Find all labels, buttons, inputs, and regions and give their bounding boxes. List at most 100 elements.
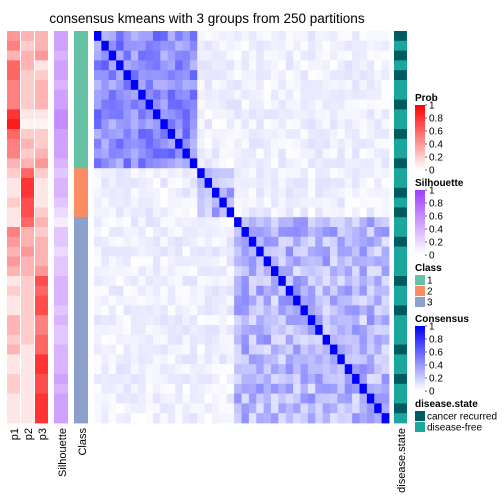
consensus-cell <box>271 178 279 189</box>
p3-cell <box>35 305 48 316</box>
class-legend-label: 3 <box>427 298 433 309</box>
consensus-cell <box>278 276 287 287</box>
consensus-cell <box>322 178 331 189</box>
consensus-cell <box>381 285 390 296</box>
consensus-cell <box>307 109 316 120</box>
consensus-cell <box>175 178 183 189</box>
consensus-cell <box>167 305 176 316</box>
consensus-cell <box>167 295 176 306</box>
consensus-cell <box>344 31 353 42</box>
consensus-cell <box>315 89 324 100</box>
disease-state-cell <box>394 119 407 130</box>
consensus-cell <box>212 187 220 198</box>
p3-cell <box>35 70 48 81</box>
consensus-cell <box>197 276 206 287</box>
consensus-cell <box>330 227 338 238</box>
consensus-cell <box>145 50 154 61</box>
disease-state-legend-label: disease-free <box>427 423 482 434</box>
silhouette-cell <box>54 305 68 316</box>
consensus-cell <box>219 344 228 355</box>
consensus-cell <box>145 256 154 267</box>
consensus-cell <box>197 217 206 228</box>
consensus-cell <box>307 354 316 365</box>
consensus-cell <box>108 217 117 228</box>
consensus-cell <box>330 334 338 345</box>
consensus-cell <box>300 403 309 414</box>
consensus-cell <box>248 285 257 296</box>
p1-cell <box>7 354 20 365</box>
consensus-cell <box>307 80 316 91</box>
consensus-cell <box>167 413 176 424</box>
consensus-cell <box>300 393 309 404</box>
consensus-cell <box>212 354 220 365</box>
class-cell <box>74 354 88 365</box>
consensus-cell <box>381 197 390 208</box>
silhouette-cell <box>54 60 68 71</box>
consensus-cell <box>285 158 294 169</box>
consensus-cell <box>116 364 124 375</box>
silhouette-cell <box>54 285 68 296</box>
consensus-cell <box>241 374 250 385</box>
consensus-cell <box>344 187 353 198</box>
consensus-cell <box>263 50 272 61</box>
consensus-cell <box>101 295 110 306</box>
consensus-cell <box>101 246 110 257</box>
consensus-cell <box>293 344 301 355</box>
consensus-cell <box>293 256 301 267</box>
consensus-cell <box>271 334 279 345</box>
consensus-cell <box>374 305 383 316</box>
disease-state-cell <box>394 80 407 91</box>
consensus-cell <box>175 217 183 228</box>
consensus-cell <box>381 403 390 414</box>
consensus-cell <box>285 70 294 81</box>
consensus-cell <box>248 207 257 218</box>
consensus-cell <box>307 89 316 100</box>
consensus-cell <box>293 276 301 287</box>
consensus-cell <box>123 305 132 316</box>
consensus-cell <box>234 276 242 287</box>
disease-state-legend-swatch <box>415 422 425 432</box>
consensus-cell <box>374 148 383 159</box>
consensus-cell <box>366 325 375 336</box>
consensus-cell <box>234 217 242 228</box>
consensus-cell <box>241 325 250 336</box>
prob-legend-tick-label: 0.2 <box>429 153 443 164</box>
consensus-cell <box>138 344 147 355</box>
consensus-cell <box>189 217 198 228</box>
p1-cell <box>7 256 20 267</box>
consensus-cell <box>366 334 375 345</box>
consensus-cell <box>381 80 390 91</box>
p1-cell <box>7 60 20 71</box>
class-cell <box>74 40 88 51</box>
consensus-cell <box>123 413 132 424</box>
consensus-cell <box>344 413 353 424</box>
consensus-cell <box>182 325 191 336</box>
class-cell <box>74 325 88 336</box>
consensus-cell <box>359 158 368 169</box>
consensus-cell <box>101 354 110 365</box>
consensus-cell <box>234 40 242 51</box>
consensus-cell <box>101 344 110 355</box>
p1-cell <box>7 138 20 149</box>
consensus-cell <box>278 178 287 189</box>
consensus-cell <box>175 305 183 316</box>
consensus-cell <box>359 50 368 61</box>
consensus-cell <box>108 325 117 336</box>
consensus-cell <box>101 236 110 247</box>
consensus-cell <box>123 325 132 336</box>
consensus-cell <box>153 31 161 42</box>
p3-cell <box>35 31 48 42</box>
consensus-cell <box>344 197 353 208</box>
consensus-cell <box>300 236 309 247</box>
disease-state-cell <box>394 315 407 326</box>
consensus-cell <box>175 40 183 51</box>
consensus-cell <box>153 227 161 238</box>
consensus-cell <box>293 285 301 296</box>
consensus-cell <box>108 158 117 169</box>
consensus-cell <box>138 295 147 306</box>
consensus-cell <box>234 119 242 130</box>
consensus-cell <box>359 70 368 81</box>
consensus-cell <box>212 364 220 375</box>
consensus-cell <box>307 60 316 71</box>
consensus-cell <box>241 334 250 345</box>
